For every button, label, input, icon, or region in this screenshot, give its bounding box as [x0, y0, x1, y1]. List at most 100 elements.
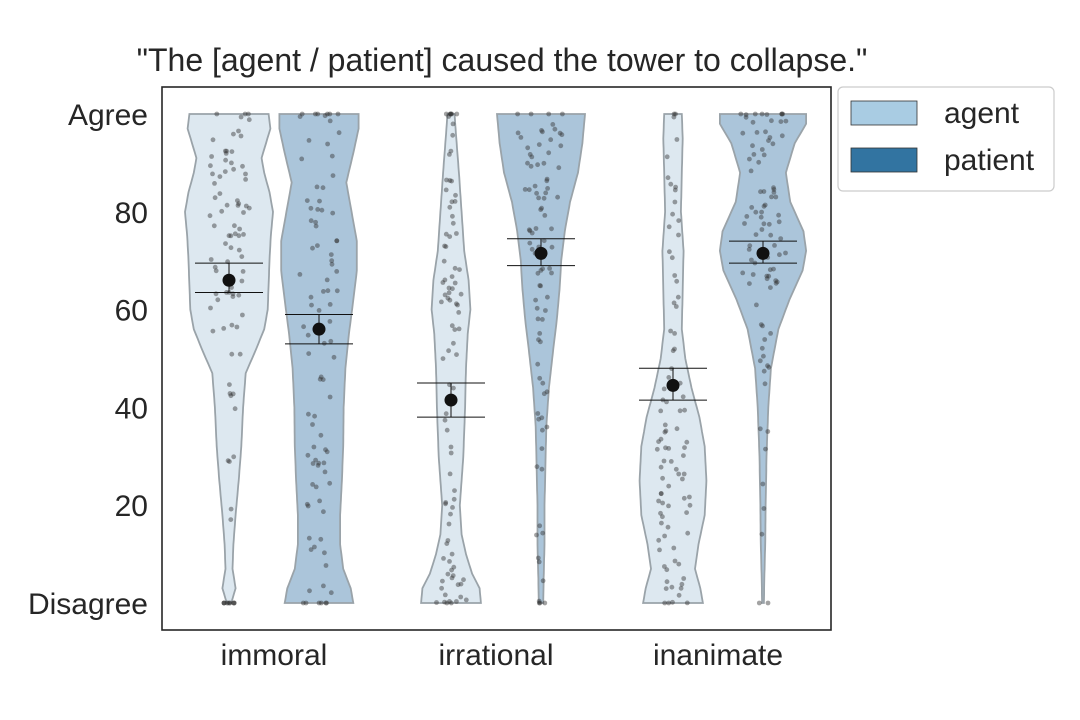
violin-points	[515, 111, 565, 606]
violin-patient-irrational	[496, 111, 586, 606]
data-point	[539, 127, 544, 133]
data-point	[526, 187, 532, 193]
data-point	[747, 156, 752, 162]
data-point	[760, 481, 766, 487]
data-point	[323, 600, 329, 606]
data-point	[240, 312, 245, 318]
data-point	[317, 498, 322, 504]
data-point	[217, 191, 223, 197]
data-point	[670, 348, 676, 354]
data-point	[536, 142, 542, 148]
data-point	[221, 600, 227, 606]
data-point	[539, 415, 545, 421]
data-point	[227, 459, 232, 464]
data-point	[313, 457, 318, 463]
data-point	[227, 391, 233, 396]
data-point	[771, 187, 777, 192]
data-point	[443, 111, 449, 117]
data-point	[768, 331, 773, 336]
data-point	[327, 480, 333, 486]
y-axis: Agree 80 60 40 20 Disagree	[28, 99, 148, 621]
x-tick-label: immoral	[221, 639, 328, 672]
data-point	[455, 302, 460, 308]
data-point	[543, 308, 548, 313]
data-point	[773, 194, 779, 200]
data-point	[449, 567, 454, 573]
data-point	[673, 184, 678, 190]
data-point	[681, 453, 686, 458]
data-point	[440, 280, 446, 285]
data-point	[224, 148, 230, 154]
data-point	[664, 567, 670, 573]
data-point	[240, 269, 246, 274]
data-point	[327, 111, 333, 117]
data-point	[780, 111, 786, 117]
data-point	[678, 585, 684, 591]
data-point	[313, 219, 318, 225]
data-point	[771, 185, 776, 191]
data-point	[451, 385, 456, 391]
data-point	[303, 600, 309, 606]
data-point	[227, 600, 233, 606]
data-point	[684, 510, 689, 515]
data-point	[666, 600, 672, 606]
data-point	[241, 210, 246, 215]
data-point	[541, 195, 547, 201]
data-point	[538, 207, 544, 213]
data-point	[672, 187, 678, 193]
data-point	[313, 111, 318, 117]
data-point	[658, 464, 664, 470]
data-point	[674, 137, 680, 142]
data-point	[762, 381, 768, 387]
mean-ci-agent-irrational	[417, 382, 485, 418]
data-point	[522, 187, 528, 192]
data-point	[558, 143, 564, 149]
data-point	[228, 506, 234, 512]
data-point	[536, 559, 542, 565]
data-point	[334, 238, 340, 244]
data-point	[443, 411, 449, 417]
data-point	[761, 203, 767, 209]
data-point	[744, 214, 750, 219]
data-point	[246, 205, 252, 211]
data-point	[668, 181, 674, 187]
violin-body	[184, 113, 274, 604]
data-point	[305, 452, 311, 458]
data-point	[219, 208, 225, 214]
plot-area	[184, 111, 808, 606]
data-point	[759, 531, 765, 537]
data-point	[749, 257, 754, 263]
data-point	[666, 483, 672, 489]
data-point	[313, 223, 319, 229]
data-point	[537, 523, 543, 529]
data-point	[434, 600, 439, 605]
data-point	[783, 250, 788, 256]
data-point	[753, 209, 759, 215]
data-point	[323, 447, 328, 453]
data-point	[448, 148, 454, 154]
data-point	[447, 297, 453, 303]
mean-ci-patient-immoral	[285, 313, 353, 345]
data-point	[743, 112, 749, 118]
data-point	[680, 476, 685, 482]
data-point	[447, 599, 452, 604]
data-point	[229, 322, 235, 328]
data-point	[680, 394, 686, 400]
data-point	[321, 460, 327, 466]
data-point	[329, 261, 335, 267]
data-point	[448, 600, 454, 606]
data-point	[230, 391, 236, 397]
data-point	[321, 289, 326, 294]
data-point	[555, 194, 560, 200]
data-point	[761, 368, 767, 374]
data-point	[515, 111, 520, 117]
data-point	[447, 559, 452, 564]
data-point	[301, 324, 306, 330]
data-point	[228, 393, 234, 399]
data-point	[318, 600, 324, 606]
data-point	[659, 520, 664, 526]
data-point	[449, 323, 455, 329]
data-point	[540, 530, 546, 536]
data-point	[322, 113, 328, 119]
